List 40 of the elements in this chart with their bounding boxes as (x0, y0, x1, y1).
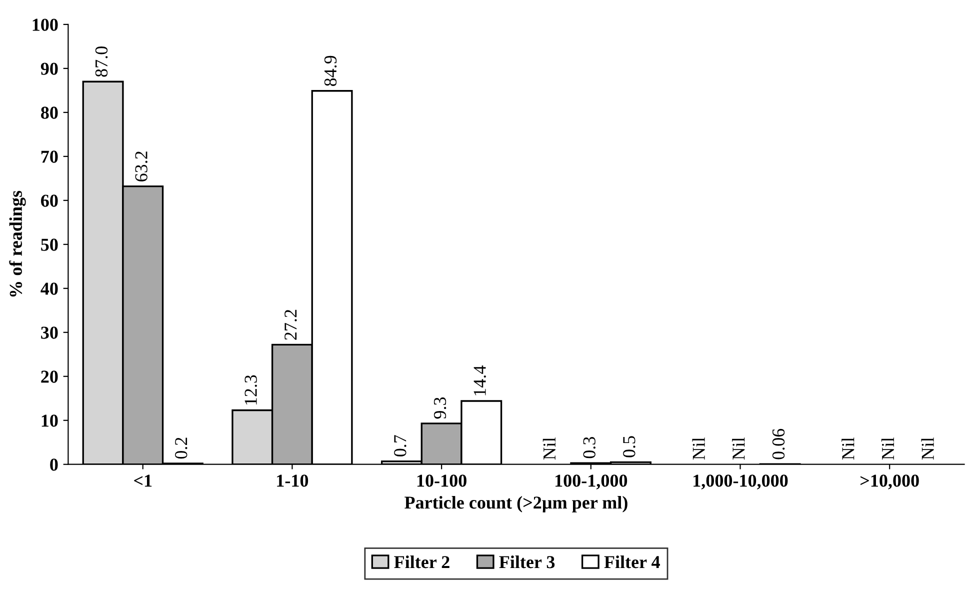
y-tick-label: 60 (41, 194, 58, 207)
text: Nil (842, 437, 854, 460)
x-tick-label: 1-10 (277, 474, 308, 487)
x-tick-label: 10-100 (417, 474, 466, 487)
y-axis-title: % of readings (9, 190, 26, 297)
y-tick-label: 40 (40, 282, 58, 295)
x-tick-label: 100-1,000 (555, 474, 628, 490)
text: Nil (732, 437, 745, 460)
text: Nil (692, 437, 705, 460)
y-tick-label: 70 (41, 150, 58, 163)
data-label: 63.2 (135, 152, 148, 182)
y-tick-label: 30 (41, 326, 58, 339)
y-tick-label: 0 (50, 458, 58, 471)
text: Nil (921, 437, 934, 460)
data-label: 9.3 (434, 397, 446, 419)
x-axis-title: Particle count (>2µm per ml) (404, 496, 628, 512)
legend-label: Filter 2 (394, 556, 450, 568)
data-label: 0.5 (623, 436, 636, 458)
y-tick-label: 90 (40, 62, 58, 75)
x-tick-label: >10,000 (860, 474, 919, 490)
data-label: 12.3 (244, 375, 257, 404)
legend-label: Filter 4 (604, 556, 660, 568)
data-label: 0.2 (175, 438, 188, 459)
data-label: 0.3 (583, 437, 596, 458)
data-label: 27.2 (284, 310, 297, 340)
text: Nil (881, 437, 894, 460)
data-label: 87.0 (95, 46, 108, 77)
data-label: 84.9 (324, 56, 337, 86)
y-tick-label: 80 (41, 106, 58, 119)
data-label: 0.7 (394, 435, 406, 456)
y-tick-label: 50 (41, 238, 58, 251)
x-tick-label: 1,000-10,000 (694, 474, 788, 490)
y-tick-label: 10 (42, 414, 58, 427)
y-tick-label: 20 (41, 370, 58, 383)
x-tick-label: <1 (134, 474, 152, 487)
data-label: 0.06 (772, 428, 785, 460)
text: Nil (542, 437, 556, 460)
y-tick-label: 100 (32, 18, 58, 31)
legend-label: Filter 3 (499, 556, 555, 568)
data-label: 14.4 (474, 366, 486, 396)
